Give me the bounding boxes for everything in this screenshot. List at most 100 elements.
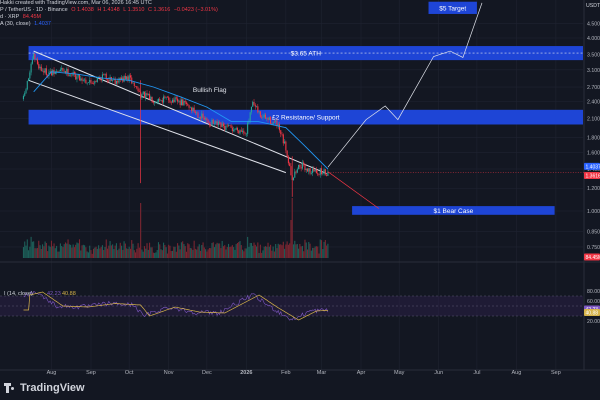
candle-body[interactable] bbox=[178, 100, 180, 102]
candle-body[interactable] bbox=[197, 112, 199, 118]
candle-body[interactable] bbox=[313, 168, 315, 172]
candle-body[interactable] bbox=[115, 81, 117, 84]
candle-body[interactable] bbox=[280, 130, 282, 134]
candle-body[interactable] bbox=[310, 173, 312, 174]
candle-body[interactable] bbox=[155, 101, 157, 103]
candle-body[interactable] bbox=[56, 71, 58, 72]
candle-body[interactable] bbox=[322, 173, 324, 175]
candle-body[interactable] bbox=[254, 104, 256, 107]
candle-body[interactable] bbox=[80, 78, 82, 81]
candle-body[interactable] bbox=[315, 169, 317, 174]
candle-body[interactable] bbox=[113, 79, 115, 81]
candle-body[interactable] bbox=[106, 79, 109, 81]
candle-body[interactable] bbox=[261, 116, 263, 118]
candle-body[interactable] bbox=[222, 123, 224, 126]
zone-3[interactable] bbox=[352, 206, 555, 215]
candle-body[interactable] bbox=[119, 78, 121, 80]
candle-body[interactable] bbox=[193, 107, 195, 112]
candle-body[interactable] bbox=[236, 128, 239, 131]
candle-body[interactable] bbox=[202, 113, 204, 118]
candle-body[interactable] bbox=[78, 74, 81, 81]
candle-body[interactable] bbox=[175, 97, 177, 99]
candle-body[interactable] bbox=[219, 121, 221, 123]
candle-body[interactable] bbox=[180, 99, 182, 106]
candle-body[interactable] bbox=[40, 66, 42, 72]
zone-0[interactable] bbox=[428, 1, 477, 14]
candle-body[interactable] bbox=[73, 72, 75, 75]
candle-body[interactable] bbox=[285, 141, 287, 151]
candle-body[interactable] bbox=[244, 133, 246, 134]
candle-body[interactable] bbox=[112, 79, 114, 81]
candle-body[interactable] bbox=[173, 99, 175, 103]
candle-body[interactable] bbox=[276, 120, 278, 126]
candle-body[interactable] bbox=[75, 74, 77, 80]
candle-body[interactable] bbox=[217, 121, 219, 126]
candle-body[interactable] bbox=[152, 102, 154, 103]
rsi-line[interactable] bbox=[23, 290, 329, 321]
candle-body[interactable] bbox=[36, 59, 39, 64]
candle-body[interactable] bbox=[120, 77, 123, 80]
candle-body[interactable] bbox=[54, 71, 56, 74]
candle-body[interactable] bbox=[34, 53, 36, 60]
candle-body[interactable] bbox=[179, 100, 181, 106]
candle-body[interactable] bbox=[184, 100, 186, 103]
candle-body[interactable] bbox=[31, 59, 33, 64]
candle-body[interactable] bbox=[123, 75, 125, 82]
candle-body[interactable] bbox=[263, 114, 265, 117]
candle-body[interactable] bbox=[289, 163, 291, 167]
candle-body[interactable] bbox=[213, 122, 216, 124]
candle-body[interactable] bbox=[147, 93, 149, 96]
candle-body[interactable] bbox=[234, 129, 236, 131]
candle-body[interactable] bbox=[44, 68, 46, 73]
candle-body[interactable] bbox=[267, 117, 269, 120]
candle-body[interactable] bbox=[257, 106, 259, 113]
candle-body[interactable] bbox=[49, 71, 51, 73]
candle-body[interactable] bbox=[203, 117, 205, 120]
candle-body[interactable] bbox=[216, 121, 218, 126]
candle-body[interactable] bbox=[132, 82, 134, 84]
candle-body[interactable] bbox=[205, 118, 207, 120]
channel-upper-line[interactable] bbox=[33, 50, 327, 175]
candle-body[interactable] bbox=[326, 174, 328, 176]
candle-body[interactable] bbox=[171, 99, 174, 103]
candle-body[interactable] bbox=[282, 134, 284, 144]
candle-body[interactable] bbox=[161, 100, 163, 103]
candle-body[interactable] bbox=[145, 93, 147, 99]
candle-body[interactable] bbox=[252, 101, 254, 107]
candle-body[interactable] bbox=[191, 107, 193, 111]
candle-body[interactable] bbox=[126, 76, 128, 80]
candle-body[interactable] bbox=[108, 80, 110, 82]
candle-body[interactable] bbox=[47, 74, 49, 76]
candle-body[interactable] bbox=[166, 96, 168, 98]
candle-body[interactable] bbox=[168, 97, 170, 101]
candle-body[interactable] bbox=[95, 81, 97, 83]
candle-body[interactable] bbox=[159, 98, 161, 101]
candle-body[interactable] bbox=[264, 114, 267, 119]
candle-body[interactable] bbox=[59, 69, 61, 72]
candle-body[interactable] bbox=[85, 79, 87, 84]
candle-body[interactable] bbox=[185, 102, 188, 104]
candle-body[interactable] bbox=[295, 171, 297, 173]
candle-body[interactable] bbox=[281, 133, 283, 135]
channel-lower-line[interactable] bbox=[28, 79, 287, 174]
bull-projection-line[interactable] bbox=[327, 2, 483, 168]
candle-body[interactable] bbox=[211, 119, 213, 126]
candle-body[interactable] bbox=[29, 72, 31, 79]
candle-body[interactable] bbox=[30, 63, 32, 73]
candle-body[interactable] bbox=[238, 130, 240, 134]
candle-body[interactable] bbox=[38, 63, 40, 69]
candle-body[interactable] bbox=[208, 122, 210, 125]
ma-legend[interactable]: A (30, close) 1.4037 bbox=[0, 21, 53, 28]
candle-body[interactable] bbox=[89, 80, 91, 83]
candle-body[interactable] bbox=[233, 129, 235, 131]
candle-body[interactable] bbox=[45, 68, 47, 75]
candle-body[interactable] bbox=[323, 169, 325, 174]
candle-body[interactable] bbox=[114, 79, 116, 84]
candle-body[interactable] bbox=[245, 133, 247, 135]
candle-body[interactable] bbox=[284, 141, 286, 144]
candle-body[interactable] bbox=[92, 83, 95, 84]
candle-body[interactable] bbox=[303, 162, 305, 164]
candle-body[interactable] bbox=[28, 78, 30, 81]
candle-body[interactable] bbox=[50, 71, 53, 76]
candle-body[interactable] bbox=[319, 168, 321, 175]
